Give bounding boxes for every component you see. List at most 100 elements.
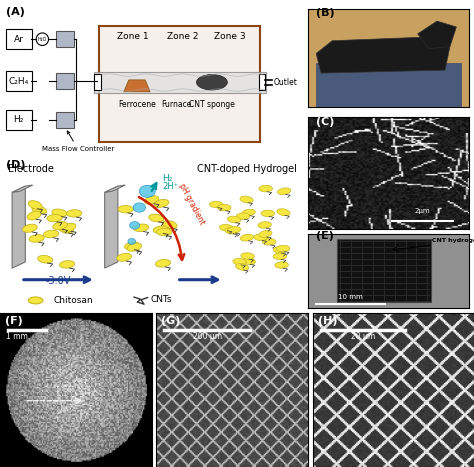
Text: (D): (D) — [6, 160, 26, 170]
Text: (H): (H) — [318, 316, 337, 325]
Ellipse shape — [254, 234, 267, 241]
FancyBboxPatch shape — [6, 110, 32, 130]
Ellipse shape — [197, 75, 228, 90]
Text: H₂: H₂ — [162, 174, 173, 183]
Text: Ferrocene: Ferrocene — [118, 99, 156, 109]
Ellipse shape — [27, 211, 41, 220]
Text: pH gradient: pH gradient — [177, 182, 206, 226]
Ellipse shape — [153, 226, 168, 234]
Text: H₂: H₂ — [13, 115, 24, 124]
Polygon shape — [124, 80, 150, 92]
Text: Zone 2: Zone 2 — [167, 32, 198, 41]
Text: C₂H₄: C₂H₄ — [9, 77, 29, 85]
Ellipse shape — [240, 196, 253, 203]
Ellipse shape — [233, 258, 246, 265]
Text: (G): (G) — [161, 316, 180, 325]
Ellipse shape — [278, 188, 291, 195]
Ellipse shape — [225, 227, 238, 234]
Text: Zone 1: Zone 1 — [117, 32, 148, 41]
Ellipse shape — [242, 258, 255, 264]
Polygon shape — [12, 185, 33, 192]
FancyBboxPatch shape — [6, 29, 32, 50]
Bar — [94, 75, 101, 90]
Ellipse shape — [155, 260, 171, 267]
Ellipse shape — [28, 297, 43, 304]
Ellipse shape — [62, 223, 76, 232]
Text: CNT sponge: CNT sponge — [189, 99, 235, 109]
Ellipse shape — [66, 210, 82, 217]
Circle shape — [36, 33, 48, 45]
Ellipse shape — [236, 263, 249, 270]
Ellipse shape — [240, 234, 254, 241]
Ellipse shape — [259, 185, 273, 192]
Text: Zone 3: Zone 3 — [214, 32, 246, 41]
Ellipse shape — [219, 225, 233, 231]
Ellipse shape — [228, 216, 241, 223]
Circle shape — [128, 239, 136, 244]
Ellipse shape — [258, 222, 272, 228]
Ellipse shape — [59, 225, 73, 233]
Circle shape — [133, 203, 146, 212]
Bar — [259, 75, 265, 90]
Ellipse shape — [259, 230, 272, 237]
Ellipse shape — [32, 206, 46, 214]
Ellipse shape — [210, 201, 223, 208]
Ellipse shape — [156, 228, 172, 236]
Text: Ar: Ar — [14, 35, 24, 44]
Circle shape — [130, 221, 140, 229]
Text: 10 mm: 10 mm — [337, 293, 363, 299]
Ellipse shape — [149, 214, 164, 222]
FancyBboxPatch shape — [6, 71, 32, 91]
Ellipse shape — [261, 210, 274, 217]
Text: Furnace: Furnace — [162, 99, 192, 109]
Ellipse shape — [242, 209, 255, 216]
Text: H₂O: H₂O — [37, 37, 47, 42]
Text: -3.0V: -3.0V — [46, 276, 71, 285]
Ellipse shape — [60, 261, 75, 268]
Text: 200 μm: 200 μm — [193, 332, 223, 341]
Ellipse shape — [47, 214, 62, 222]
Polygon shape — [12, 186, 25, 268]
Ellipse shape — [218, 205, 231, 211]
Polygon shape — [316, 37, 450, 73]
Ellipse shape — [125, 242, 139, 250]
Text: Mass Flow Controller: Mass Flow Controller — [42, 131, 114, 152]
Polygon shape — [316, 63, 461, 107]
Polygon shape — [105, 186, 118, 268]
Polygon shape — [418, 21, 456, 49]
Ellipse shape — [275, 262, 288, 268]
Text: Chitosan: Chitosan — [53, 296, 93, 305]
Text: (C): (C) — [316, 117, 335, 127]
Text: Electrode: Electrode — [8, 164, 54, 174]
Ellipse shape — [117, 254, 132, 261]
Text: Outlet: Outlet — [273, 78, 298, 87]
Text: 2μm: 2μm — [415, 208, 430, 214]
Ellipse shape — [263, 239, 276, 245]
Circle shape — [139, 185, 155, 197]
Ellipse shape — [273, 247, 287, 253]
Ellipse shape — [53, 222, 67, 230]
Ellipse shape — [241, 253, 255, 259]
Ellipse shape — [163, 220, 177, 229]
Ellipse shape — [154, 199, 169, 207]
Text: 1 mm: 1 mm — [6, 332, 28, 341]
Ellipse shape — [29, 235, 44, 242]
Ellipse shape — [145, 196, 159, 204]
Ellipse shape — [236, 213, 250, 219]
Bar — [56, 31, 74, 47]
Ellipse shape — [273, 253, 287, 260]
Ellipse shape — [28, 201, 42, 209]
Ellipse shape — [277, 209, 290, 216]
Ellipse shape — [127, 243, 141, 251]
Text: (A): (A) — [6, 7, 25, 17]
FancyBboxPatch shape — [99, 26, 260, 142]
Ellipse shape — [134, 224, 149, 232]
Ellipse shape — [44, 230, 59, 238]
Polygon shape — [105, 185, 125, 192]
Ellipse shape — [38, 255, 53, 263]
Ellipse shape — [52, 209, 67, 217]
Bar — [56, 112, 74, 127]
Bar — [56, 73, 74, 89]
Ellipse shape — [228, 226, 241, 233]
Text: CNT-doped Hydrogel: CNT-doped Hydrogel — [197, 164, 297, 174]
